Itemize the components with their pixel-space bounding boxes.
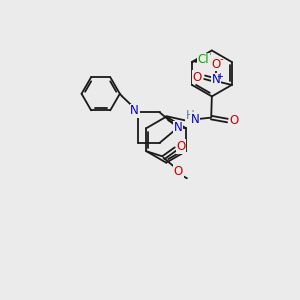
- Text: O: O: [174, 165, 183, 178]
- Text: N: N: [191, 112, 200, 126]
- Text: H: H: [185, 109, 194, 122]
- Text: N: N: [173, 121, 182, 134]
- Text: +: +: [217, 72, 224, 81]
- Text: N: N: [130, 104, 139, 117]
- Text: O: O: [212, 58, 221, 71]
- Text: O: O: [229, 114, 239, 127]
- Text: O: O: [176, 140, 186, 153]
- Text: -: -: [219, 54, 223, 64]
- Text: Cl: Cl: [197, 53, 209, 66]
- Text: N: N: [212, 73, 221, 86]
- Text: O: O: [193, 71, 202, 84]
